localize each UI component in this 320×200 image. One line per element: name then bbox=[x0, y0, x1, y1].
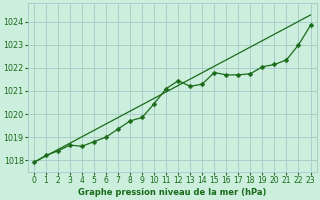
X-axis label: Graphe pression niveau de la mer (hPa): Graphe pression niveau de la mer (hPa) bbox=[78, 188, 266, 197]
